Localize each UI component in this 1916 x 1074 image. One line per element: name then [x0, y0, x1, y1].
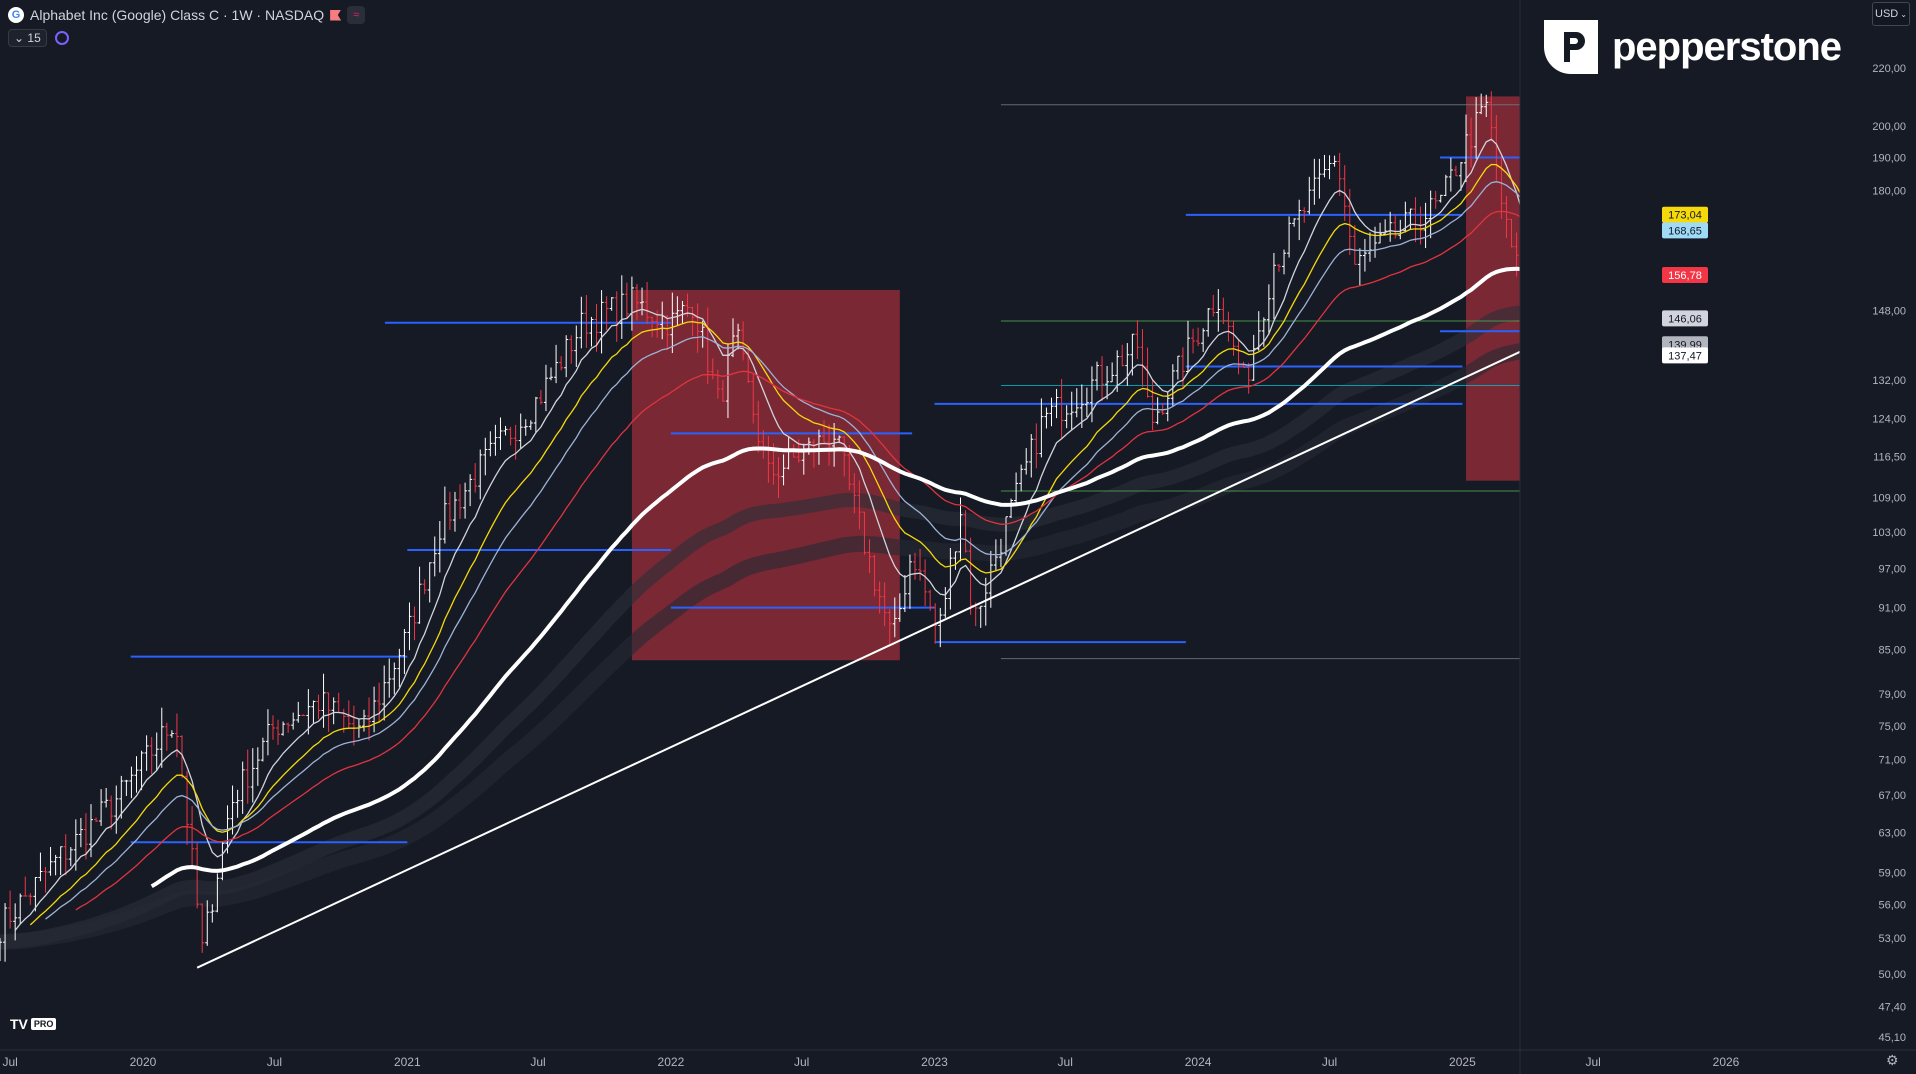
y-tick-label-21: 50,00	[1878, 969, 1906, 981]
indicator-menu-icon[interactable]: ≈	[347, 6, 366, 24]
flag-icon[interactable]	[330, 9, 342, 21]
x-tick-label-13: 2026	[1713, 1055, 1740, 1069]
price-label-bg-5	[1662, 347, 1708, 364]
google-logo-icon: G	[8, 7, 24, 23]
ribbon-ema-150	[0, 305, 1538, 950]
y-tick-label-4: 148,00	[1872, 305, 1906, 317]
x-tick-label-10: Jul	[1322, 1055, 1337, 1069]
y-tick-label-5: 132,00	[1872, 375, 1906, 387]
y-tick-label-2: 190,00	[1872, 153, 1906, 165]
x-tick-label-2: Jul	[267, 1055, 282, 1069]
x-tick-label-6: Jul	[794, 1055, 809, 1069]
y-tick-label-20: 53,00	[1878, 933, 1906, 945]
x-tick-label-12: Jul	[1585, 1055, 1600, 1069]
tradingview-logo[interactable]: TV PRO	[10, 1016, 57, 1032]
moving-average-20	[29, 163, 1538, 926]
y-tick-label-6: 124,00	[1872, 413, 1906, 425]
gear-icon[interactable]: ⚙	[1886, 1052, 1899, 1068]
x-tick-label-7: 2023	[921, 1055, 948, 1069]
pepperstone-logo-icon	[1544, 20, 1598, 74]
currency-label: USD	[1875, 8, 1899, 20]
y-tick-label-16: 67,00	[1878, 790, 1906, 802]
y-tick-label-15: 71,00	[1878, 754, 1906, 766]
x-tick-label-11: 2025	[1449, 1055, 1476, 1069]
y-tick-label-9: 103,00	[1872, 527, 1906, 539]
symbol-header[interactable]: G Alphabet Inc (Google) Class C · 1W · N…	[8, 4, 366, 26]
moving-average-50	[75, 210, 1538, 911]
y-tick-label-11: 91,00	[1878, 603, 1906, 615]
currency-button[interactable]: USD ⌄	[1872, 2, 1910, 26]
price-label-bg-2	[1662, 267, 1708, 284]
chevron-down-icon: ⌄	[1900, 9, 1907, 19]
price-label-bg-1	[1662, 222, 1708, 239]
interval-badge-label: 15	[27, 31, 41, 45]
price-label-1: 168,65	[1668, 225, 1702, 237]
x-tick-label-0: Jul	[2, 1055, 17, 1069]
y-tick-label-1: 200,00	[1872, 121, 1906, 133]
ribbon-ema-200	[0, 341, 1539, 951]
moving-average-10	[14, 138, 1538, 931]
tv-logo-text: TV	[10, 1016, 28, 1032]
price-label-0: 173,04	[1668, 210, 1702, 222]
y-tick-label-8: 109,00	[1872, 492, 1906, 504]
tv-pro-badge: PRO	[30, 1018, 57, 1030]
y-tick-label-22: 47,40	[1878, 1001, 1906, 1013]
moving-average-30	[45, 181, 1538, 920]
y-tick-label-10: 97,00	[1878, 564, 1906, 576]
time-axis-background	[0, 1050, 1916, 1074]
x-tick-label-9: 2024	[1185, 1055, 1212, 1069]
y-tick-label-17: 63,00	[1878, 827, 1906, 839]
y-tick-label-7: 116,50	[1873, 452, 1906, 464]
trendline	[196, 246, 1745, 969]
interval-badge[interactable]: ⌄ 15	[8, 29, 47, 47]
x-tick-label-4: Jul	[530, 1055, 545, 1069]
y-tick-label-13: 79,00	[1878, 689, 1906, 701]
price-axis-background	[1520, 0, 1916, 1074]
x-tick-label-8: Jul	[1058, 1055, 1073, 1069]
indicator-bar: ⌄ 15	[8, 29, 69, 47]
x-tick-label-1: 2020	[130, 1055, 157, 1069]
y-tick-label-18: 59,00	[1878, 868, 1906, 880]
x-tick-label-3: 2021	[394, 1055, 421, 1069]
candles	[0, 91, 1539, 962]
ring-icon[interactable]	[54, 31, 69, 45]
range-box-0	[631, 289, 900, 661]
price-label-5: 137,47	[1668, 350, 1702, 362]
y-tick-label-19: 56,00	[1878, 899, 1906, 911]
price-label-bg-0	[1662, 206, 1708, 223]
y-tick-label-12: 85,00	[1878, 644, 1906, 656]
moving-average-100	[150, 266, 1537, 889]
y-tick-label-3: 180,00	[1872, 186, 1906, 198]
price-label-2: 156,78	[1668, 270, 1702, 282]
brand-logo: pepperstone	[1538, 14, 1842, 80]
price-label-bg-3	[1662, 310, 1708, 327]
brand-name: pepperstone	[1612, 24, 1842, 69]
symbol-title[interactable]: Alphabet Inc (Google) Class C · 1W · NAS…	[30, 7, 325, 23]
y-tick-label-0: 220,00	[1872, 63, 1906, 75]
x-tick-label-5: 2022	[658, 1055, 685, 1069]
y-tick-label-14: 75,00	[1878, 721, 1906, 733]
y-tick-label-23: 45,10	[1878, 1032, 1906, 1044]
price-label-3: 146,06	[1668, 313, 1702, 325]
